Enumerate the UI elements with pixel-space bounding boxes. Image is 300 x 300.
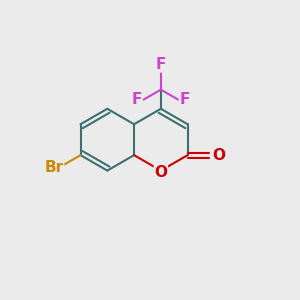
Text: O: O [212,148,225,163]
Text: O: O [154,166,167,181]
Text: F: F [156,57,166,72]
Text: F: F [132,92,142,107]
Text: Br: Br [44,160,64,175]
Text: F: F [179,92,190,107]
